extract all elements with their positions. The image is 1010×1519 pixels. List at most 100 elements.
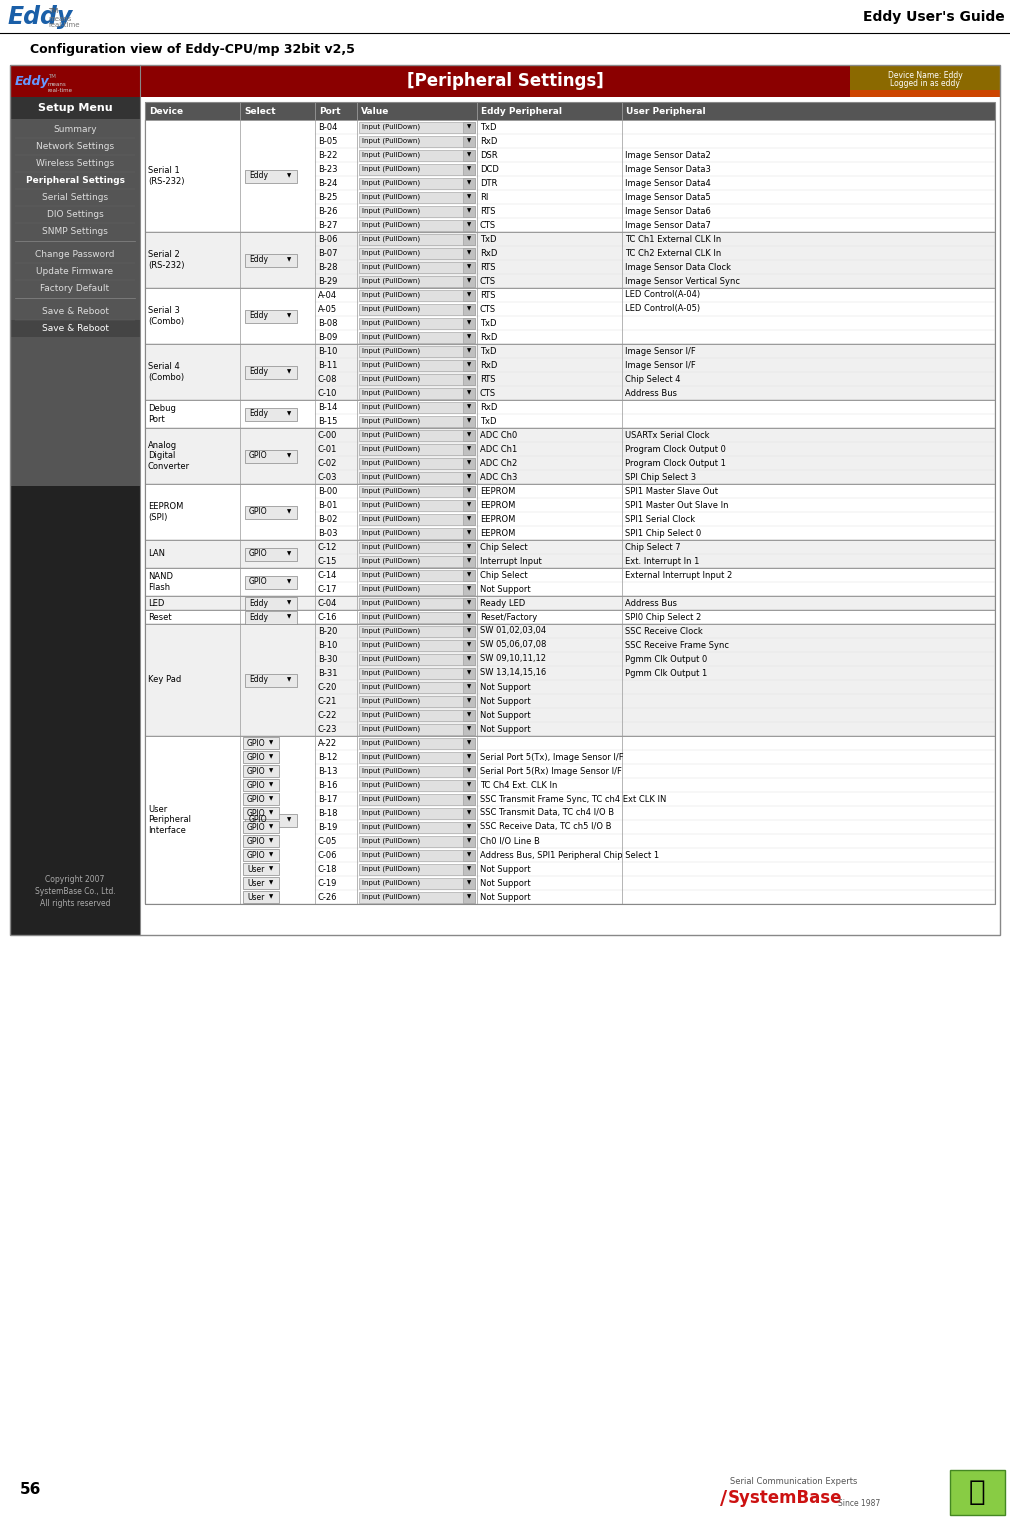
Text: ▼: ▼ xyxy=(467,699,472,703)
Text: B-15: B-15 xyxy=(318,416,337,425)
Text: ▼: ▼ xyxy=(467,881,472,886)
Text: Image Sensor Data6: Image Sensor Data6 xyxy=(625,207,711,216)
Text: LAN: LAN xyxy=(148,550,165,559)
Text: SPI0 Chip Select 2: SPI0 Chip Select 2 xyxy=(625,612,701,621)
Text: Chip Select 4: Chip Select 4 xyxy=(625,375,681,383)
Bar xyxy=(359,317,475,328)
Text: ▼: ▼ xyxy=(467,251,472,255)
Text: 56: 56 xyxy=(20,1483,41,1498)
Bar xyxy=(359,205,475,217)
Text: Input (PullDown): Input (PullDown) xyxy=(362,641,420,649)
Text: Input (PullDown): Input (PullDown) xyxy=(362,530,420,536)
Text: ▼: ▼ xyxy=(467,460,472,465)
Text: C-10: C-10 xyxy=(318,389,337,398)
Text: ▼: ▼ xyxy=(467,740,472,746)
Bar xyxy=(359,374,475,384)
Text: Input (PullDown): Input (PullDown) xyxy=(362,852,420,858)
Text: Input (PullDown): Input (PullDown) xyxy=(362,893,420,901)
Text: RxD: RxD xyxy=(480,137,497,146)
Bar xyxy=(463,738,475,749)
Text: Input (PullDown): Input (PullDown) xyxy=(362,656,420,662)
Text: ▼: ▼ xyxy=(269,782,274,787)
Text: ▼: ▼ xyxy=(287,258,291,263)
Text: Serial Port 5(Rx) Image Sensor I/F: Serial Port 5(Rx) Image Sensor I/F xyxy=(480,767,622,776)
Text: ▼: ▼ xyxy=(269,796,274,802)
Text: Input (PullDown): Input (PullDown) xyxy=(362,516,420,523)
Bar xyxy=(463,612,475,623)
Text: ▼: ▼ xyxy=(467,544,472,550)
Text: B-26: B-26 xyxy=(318,207,337,216)
Bar xyxy=(463,808,475,819)
Text: Ext. Interrupt In 1: Ext. Interrupt In 1 xyxy=(625,556,699,565)
Text: ▼: ▼ xyxy=(467,125,472,129)
Text: GPIO: GPIO xyxy=(249,507,268,516)
Text: Input (PullDown): Input (PullDown) xyxy=(362,166,420,172)
Text: Serial 4
(Combo): Serial 4 (Combo) xyxy=(148,363,184,381)
Text: SystemBase: SystemBase xyxy=(728,1489,842,1507)
Text: means: means xyxy=(48,17,72,21)
Text: ▼: ▼ xyxy=(287,551,291,556)
Text: CTS: CTS xyxy=(480,304,496,313)
Text: ▼: ▼ xyxy=(287,817,291,822)
Bar xyxy=(359,122,475,132)
Text: Analog
Digital
Converter: Analog Digital Converter xyxy=(148,441,190,471)
Bar xyxy=(463,220,475,231)
Text: C-19: C-19 xyxy=(318,878,337,887)
Bar xyxy=(463,653,475,664)
Bar xyxy=(140,97,1000,936)
Bar xyxy=(245,673,297,687)
Bar xyxy=(463,779,475,790)
Text: GPIO: GPIO xyxy=(247,851,266,860)
Text: Eddy: Eddy xyxy=(249,368,268,377)
Text: LED Control(A-04): LED Control(A-04) xyxy=(625,290,700,299)
Text: ▼: ▼ xyxy=(467,769,472,773)
Text: Input (PullDown): Input (PullDown) xyxy=(362,866,420,872)
Text: Image Sensor I/F: Image Sensor I/F xyxy=(625,346,696,355)
Text: B-25: B-25 xyxy=(318,193,337,202)
Text: User Peripheral: User Peripheral xyxy=(626,106,706,115)
Text: Input (PullDown): Input (PullDown) xyxy=(362,880,420,886)
Text: DSR: DSR xyxy=(480,150,498,159)
Text: CTS: CTS xyxy=(480,220,496,229)
Text: CTS: CTS xyxy=(480,276,496,286)
Bar xyxy=(359,275,475,287)
Text: Input (PullDown): Input (PullDown) xyxy=(362,123,420,131)
Text: B-27: B-27 xyxy=(318,220,337,229)
Text: Debug
Port: Debug Port xyxy=(148,404,176,424)
Bar xyxy=(243,779,279,791)
Text: SystemBase Co., Ltd.: SystemBase Co., Ltd. xyxy=(34,887,115,896)
Bar xyxy=(463,205,475,217)
Bar xyxy=(463,639,475,650)
Text: Input (PullDown): Input (PullDown) xyxy=(362,740,420,746)
Text: Reset: Reset xyxy=(148,612,172,621)
Bar xyxy=(359,639,475,650)
Bar xyxy=(243,766,279,778)
Text: Chip Select: Chip Select xyxy=(480,542,527,551)
Bar xyxy=(145,595,995,611)
Text: ▼: ▼ xyxy=(269,895,274,899)
Bar xyxy=(359,612,475,623)
Text: Input (PullDown): Input (PullDown) xyxy=(362,474,420,480)
Text: Input (PullDown): Input (PullDown) xyxy=(362,431,420,439)
Text: A-04: A-04 xyxy=(318,290,337,299)
Text: B-17: B-17 xyxy=(318,794,337,804)
Text: B-31: B-31 xyxy=(318,668,337,677)
Text: C-01: C-01 xyxy=(318,445,337,454)
Bar xyxy=(359,430,475,441)
Text: 🐸: 🐸 xyxy=(969,1478,986,1505)
Bar xyxy=(145,624,995,737)
Bar xyxy=(359,583,475,594)
Bar xyxy=(145,232,995,289)
Bar xyxy=(359,738,475,749)
Text: ▼: ▼ xyxy=(287,600,291,606)
Text: Program Clock Output 0: Program Clock Output 0 xyxy=(625,445,726,454)
Bar xyxy=(463,822,475,832)
Bar xyxy=(463,360,475,371)
Bar xyxy=(463,766,475,776)
Text: Input (PullDown): Input (PullDown) xyxy=(362,697,420,705)
Text: Serial Settings: Serial Settings xyxy=(42,193,108,202)
Text: Save & Reboot: Save & Reboot xyxy=(41,324,108,333)
Text: Image Sensor Vertical Sync: Image Sensor Vertical Sync xyxy=(625,276,740,286)
Text: Input (PullDown): Input (PullDown) xyxy=(362,796,420,802)
Bar xyxy=(463,500,475,510)
